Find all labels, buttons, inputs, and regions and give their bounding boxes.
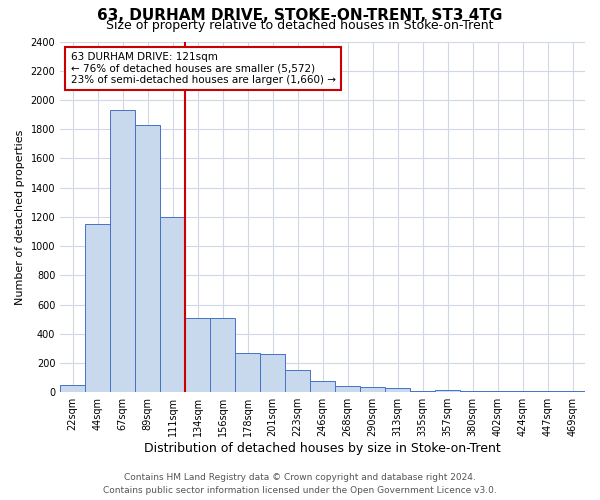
- Bar: [360, 387, 385, 392]
- Bar: [260, 354, 285, 392]
- Bar: [385, 388, 410, 392]
- Bar: [335, 386, 360, 392]
- Bar: [85, 224, 110, 392]
- Text: Size of property relative to detached houses in Stoke-on-Trent: Size of property relative to detached ho…: [106, 19, 494, 32]
- Bar: [460, 390, 485, 392]
- Bar: [210, 318, 235, 392]
- Text: 63, DURHAM DRIVE, STOKE-ON-TRENT, ST3 4TG: 63, DURHAM DRIVE, STOKE-ON-TRENT, ST3 4T…: [97, 8, 503, 22]
- Text: 63 DURHAM DRIVE: 121sqm
← 76% of detached houses are smaller (5,572)
23% of semi: 63 DURHAM DRIVE: 121sqm ← 76% of detache…: [71, 52, 335, 85]
- Bar: [60, 385, 85, 392]
- Bar: [110, 110, 135, 392]
- Y-axis label: Number of detached properties: Number of detached properties: [15, 129, 25, 304]
- Bar: [310, 381, 335, 392]
- Text: Contains HM Land Registry data © Crown copyright and database right 2024.
Contai: Contains HM Land Registry data © Crown c…: [103, 474, 497, 495]
- Bar: [185, 318, 210, 392]
- X-axis label: Distribution of detached houses by size in Stoke-on-Trent: Distribution of detached houses by size …: [144, 442, 501, 455]
- Bar: [135, 125, 160, 392]
- Bar: [435, 390, 460, 392]
- Bar: [285, 370, 310, 392]
- Bar: [235, 353, 260, 392]
- Bar: [160, 217, 185, 392]
